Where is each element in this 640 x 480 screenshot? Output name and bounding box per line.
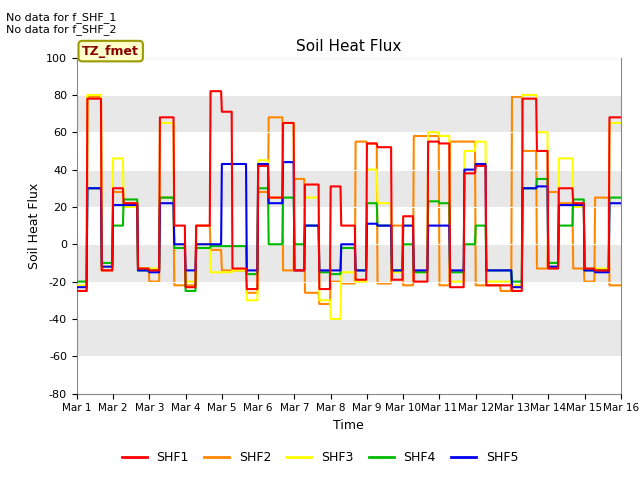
Bar [77,132,621,169]
SHF3 [83,282,90,288]
SHF5 [616,200,624,206]
SHF2 [83,288,90,294]
SHF3 [223,269,231,275]
Y-axis label: Soil Heat Flux: Soil Heat Flux [28,182,40,269]
SHF5 [223,161,230,167]
Line: SHF2: SHF2 [77,97,620,304]
Bar [77,58,621,95]
SHF1 [139,265,147,271]
SHF1 [415,279,423,285]
SHF2 [432,133,440,139]
SHF1 [223,109,231,115]
SHF3 [432,130,440,135]
SHF4 [533,176,541,182]
SHF3 [140,265,147,271]
SHF4 [431,198,439,204]
SHF5 [194,241,202,247]
SHF4 [83,279,90,285]
SHF3 [416,269,424,275]
X-axis label: Time: Time [333,419,364,432]
SHF2 [616,282,624,288]
SHF5 [73,284,81,290]
SHF3 [73,282,81,288]
SHF4 [616,195,624,201]
Bar [77,95,621,132]
Text: No data for f_SHF_2: No data for f_SHF_2 [6,24,117,35]
Line: SHF5: SHF5 [77,162,620,287]
SHF4 [223,243,231,249]
SHF3 [195,241,202,247]
Bar [77,207,621,244]
Bar [77,282,621,319]
Text: No data for f_SHF_1: No data for f_SHF_1 [6,12,116,23]
SHF5 [431,223,439,228]
SHF2 [73,288,81,294]
SHF2 [84,94,92,100]
SHF1 [616,114,624,120]
SHF2 [195,223,202,228]
SHF4 [139,267,147,273]
SHF3 [616,120,624,126]
SHF5 [415,267,423,273]
SHF1 [431,139,439,144]
SHF5 [279,159,287,165]
SHF4 [73,279,81,285]
Title: Soil Heat Flux: Soil Heat Flux [296,39,401,54]
SHF2 [140,265,147,271]
SHF4 [415,269,423,275]
Bar [77,319,621,356]
Line: SHF4: SHF4 [77,179,620,291]
Line: SHF1: SHF1 [77,91,620,291]
Bar [77,244,621,282]
Line: SHF3: SHF3 [77,95,620,319]
Text: TZ_fmet: TZ_fmet [82,45,139,58]
SHF3 [84,92,92,98]
SHF4 [195,245,202,251]
SHF5 [139,267,147,273]
SHF2 [223,267,231,273]
Legend: SHF1, SHF2, SHF3, SHF4, SHF5: SHF1, SHF2, SHF3, SHF4, SHF5 [116,446,524,469]
SHF5 [83,284,90,290]
SHF1 [73,288,81,294]
Bar [77,356,621,394]
SHF1 [207,88,214,94]
SHF3 [327,316,335,322]
SHF1 [194,223,202,228]
SHF2 [316,301,323,307]
SHF2 [416,133,424,139]
SHF1 [83,288,90,294]
SHF4 [182,288,189,294]
Bar [77,169,621,207]
